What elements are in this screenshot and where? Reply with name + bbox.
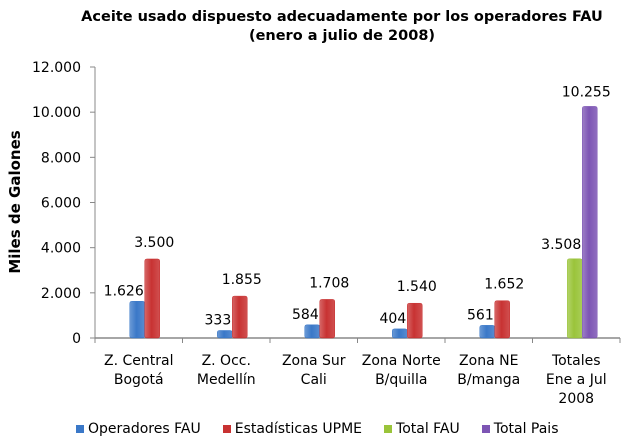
data-label: 10.255: [562, 84, 611, 100]
chart-title: Aceite usado dispuesto adecuadamente por…: [81, 9, 603, 25]
chart-subtitle: (enero a julio de 2008): [248, 28, 436, 44]
y-tick-label: 8.000: [41, 150, 81, 166]
legend: Operadores FAU Estadísticas UPME Total FAU…: [76, 421, 559, 437]
bar-operadores-fau: [129, 301, 145, 339]
data-label: 3.508: [541, 237, 581, 253]
bar-operadores-fau: [392, 328, 408, 339]
bar-operadores-fau: [479, 325, 495, 339]
x-category-label: Zona Sur Cali: [282, 353, 346, 388]
y-tick-label: 2.000: [41, 286, 81, 302]
data-label: 561: [467, 307, 494, 323]
y-tick-label: 12.000: [32, 60, 81, 76]
data-label: 1.540: [397, 279, 437, 295]
legend-label: Total Pais: [493, 421, 559, 437]
legend-item: Estadísticas UPME: [222, 421, 363, 437]
y-tick-label: 4.000: [41, 241, 81, 257]
bar-operadores-fau: [304, 324, 320, 339]
legend-label: Operadores FAU: [88, 421, 201, 437]
x-category-label: Zona Norte B/quilla: [362, 353, 441, 388]
data-label: 1.652: [484, 277, 524, 293]
data-label: 404: [380, 311, 407, 327]
legend-swatch-icon: [481, 425, 490, 433]
legend-swatch-icon: [76, 425, 84, 433]
x-category-label: Z. Occ. Medellín: [197, 353, 256, 388]
bar-estad-sticas-upme: [407, 302, 423, 339]
legend-label: Estadísticas UPME: [234, 421, 363, 437]
bar-operadores-fau: [217, 330, 233, 339]
data-label: 1.708: [309, 275, 349, 291]
data-label: 333: [205, 312, 232, 328]
data-label: 1.626: [104, 283, 144, 299]
y-tick-label: 10.000: [32, 105, 81, 121]
bar-total-fau: [567, 258, 583, 339]
legend-item: Operadores FAU: [76, 421, 201, 437]
y-tick-label: 6.000: [41, 196, 81, 212]
x-category-label: Zona NE B/manga: [457, 353, 520, 388]
legend-swatch-icon: [384, 425, 393, 433]
bar-estad-sticas-upme: [144, 258, 160, 339]
legend-label: Total FAU: [396, 421, 460, 437]
legend-item: Total FAU: [384, 421, 460, 437]
data-label: 3.500: [134, 235, 174, 251]
x-category-label: Z. Central Bogotá: [104, 353, 173, 388]
data-label: 1.855: [222, 272, 262, 288]
bar-estad-sticas-upme: [494, 300, 510, 339]
bar-estad-sticas-upme: [319, 299, 335, 339]
y-tick-label: 0: [72, 331, 81, 347]
legend-swatch-icon: [222, 425, 231, 433]
bar-total-pais: [582, 106, 598, 339]
data-label: 584: [292, 307, 319, 323]
x-category-label: Totales Ene a Jul 2008: [546, 353, 607, 407]
bar-estad-sticas-upme: [232, 295, 248, 339]
legend-item: Total Pais: [481, 421, 559, 437]
y-axis-label: Miles de Galones: [6, 130, 24, 273]
